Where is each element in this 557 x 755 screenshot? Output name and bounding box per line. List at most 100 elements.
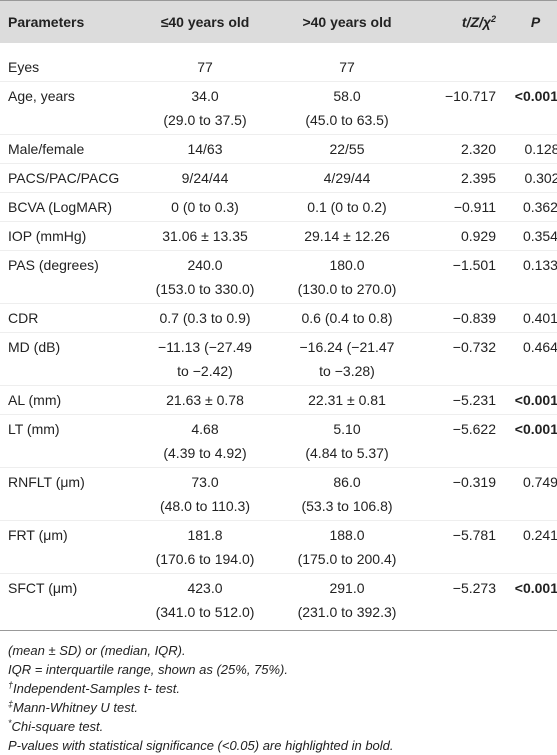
cell: 0.302* bbox=[502, 163, 557, 193]
cell: 4.68 (4.39 to 4.92) bbox=[134, 414, 276, 468]
header-cell: ≤40 years old bbox=[134, 0, 276, 43]
p-value: 0.749 bbox=[522, 474, 557, 490]
value-line: 0 (0 to 0.3) bbox=[171, 199, 239, 215]
value-line: (341.0 to 512.0) bbox=[155, 604, 255, 620]
footnote-text: Independent-Samples t- test. bbox=[13, 681, 180, 696]
cell: <0.001† bbox=[502, 385, 557, 415]
statistic: −0.911 bbox=[453, 199, 496, 215]
cell: −0.911 bbox=[418, 192, 502, 222]
footnote: (mean ± SD) or (median, IQR). bbox=[8, 641, 549, 660]
parameter: Male/female bbox=[8, 141, 85, 157]
header-sup: 2 bbox=[490, 14, 496, 24]
cell: 73.0 (48.0 to 110.3) bbox=[134, 467, 276, 521]
cell: −5.273 bbox=[418, 573, 502, 631]
value-line: 31.06 ± 13.35 bbox=[162, 228, 248, 244]
statistic: −5.622 bbox=[452, 421, 496, 437]
value-line: (153.0 to 330.0) bbox=[155, 281, 255, 297]
cell: 58.0 (45.0 to 63.5) bbox=[276, 81, 418, 135]
table-row: BCVA (LogMAR) 0 (0 to 0.3) 0.1 (0 to 0.2) −… bbox=[0, 192, 557, 222]
cell: −11.13 (−27.49 to −2.42) bbox=[134, 332, 276, 386]
table-body: Eyes 77 77 Age, years 34.0 (29.0 to 37.5) 58.0… bbox=[0, 43, 557, 631]
value-line: −11.13 (−27.49 bbox=[158, 339, 252, 355]
cell bbox=[502, 43, 557, 82]
cell: 2.395 bbox=[418, 163, 502, 193]
parameter: AL (mm) bbox=[8, 392, 62, 408]
parameter: PACS/PAC/PACG bbox=[8, 170, 120, 186]
value-line: 181.8 bbox=[187, 527, 223, 543]
cell: −5.231 bbox=[418, 385, 502, 415]
value-line: (4.84 to 5.37) bbox=[305, 445, 389, 461]
p-value: <0.001 bbox=[514, 580, 557, 596]
value-line: (4.39 to 4.92) bbox=[163, 445, 247, 461]
value-line: (45.0 to 63.5) bbox=[305, 112, 389, 128]
cell: 14/63 bbox=[134, 134, 276, 164]
cell: 86.0 (53.3 to 106.8) bbox=[276, 467, 418, 521]
results-table: Parameters ≤40 years old >40 years old t… bbox=[0, 0, 557, 631]
value-line: 77 bbox=[197, 59, 213, 75]
cell: 4/29/44 bbox=[276, 163, 418, 193]
cell: BCVA (LogMAR) bbox=[0, 192, 134, 222]
p-value: 0.302 bbox=[524, 170, 557, 186]
parameter: SFCT (μm) bbox=[8, 580, 78, 596]
cell: 0.7 (0.3 to 0.9) bbox=[134, 303, 276, 333]
parameter: Age, years bbox=[8, 88, 75, 104]
header-cell: Parameters bbox=[0, 0, 134, 43]
footnote: †Independent-Samples t- test. bbox=[8, 679, 549, 698]
value-line: 73.0 bbox=[191, 474, 219, 490]
header-row: Parameters ≤40 years old >40 years old t… bbox=[0, 0, 557, 43]
cell: 21.63 ± 0.78 bbox=[134, 385, 276, 415]
header-text: >40 years old bbox=[302, 14, 392, 30]
value-line: (29.0 to 37.5) bbox=[163, 112, 247, 128]
cell: 5.10 (4.84 to 5.37) bbox=[276, 414, 418, 468]
value-line: 77 bbox=[339, 59, 355, 75]
footnote-text: P-values with statistical significance (… bbox=[8, 738, 394, 753]
table-row: SFCT (μm) 423.0 (341.0 to 512.0) 291.0 (231.… bbox=[0, 573, 557, 631]
cell: 2.320 bbox=[418, 134, 502, 164]
parameter: IOP (mmHg) bbox=[8, 228, 87, 244]
cell: FRT (μm) bbox=[0, 520, 134, 574]
p-value: 0.128 bbox=[524, 141, 557, 157]
parameter: BCVA (LogMAR) bbox=[8, 199, 112, 215]
footnote: IQR = interquartile range, shown as (25%… bbox=[8, 660, 549, 679]
cell: 0.354† bbox=[502, 221, 557, 251]
cell: 77 bbox=[134, 43, 276, 82]
cell bbox=[418, 43, 502, 82]
header-text: ≤40 years old bbox=[160, 14, 250, 30]
cell: 0.1 (0 to 0.2) bbox=[276, 192, 418, 222]
cell: 22/55 bbox=[276, 134, 418, 164]
table-row: PAS (degrees) 240.0 (153.0 to 330.0) 180.0 (… bbox=[0, 250, 557, 304]
cell: 29.14 ± 12.26 bbox=[276, 221, 418, 251]
footnote: *Chi-square test. bbox=[8, 717, 549, 736]
value-line: 58.0 bbox=[333, 88, 361, 104]
cell: −10.717 bbox=[418, 81, 502, 135]
cell: <0.001‡ bbox=[502, 81, 557, 135]
header-cell: P bbox=[502, 0, 557, 43]
footnote-mark: ‡ bbox=[8, 699, 14, 709]
cell: 0.464‡ bbox=[502, 332, 557, 386]
footnote-text: IQR = interquartile range, shown as (25%… bbox=[8, 662, 289, 677]
value-line: 0.6 (0.4 to 0.8) bbox=[301, 310, 393, 326]
p-value: 0.133 bbox=[522, 257, 557, 273]
value-line: 240.0 bbox=[187, 257, 223, 273]
parameter: RNFLT (μm) bbox=[8, 474, 85, 490]
cell: 180.0 (130.0 to 270.0) bbox=[276, 250, 418, 304]
table-row: AL (mm) 21.63 ± 0.78 22.31 ± 0.81 −5.231 <0.… bbox=[0, 385, 557, 415]
table-row: MD (dB) −11.13 (−27.49 to −2.42) −16.24 (−2… bbox=[0, 332, 557, 386]
value-line: 291.0 bbox=[329, 580, 365, 596]
cell: 0.241‡ bbox=[502, 520, 557, 574]
footnotes: (mean ± SD) or (median, IQR). IQR = inter… bbox=[0, 631, 557, 755]
table-row: CDR 0.7 (0.3 to 0.9) 0.6 (0.4 to 0.8) −0.83… bbox=[0, 303, 557, 333]
table-row: Age, years 34.0 (29.0 to 37.5) 58.0 (45.0 to… bbox=[0, 81, 557, 135]
cell: RNFLT (μm) bbox=[0, 467, 134, 521]
p-value: 0.464 bbox=[522, 339, 557, 355]
value-line: (48.0 to 110.3) bbox=[159, 498, 251, 514]
cell: 0.929 bbox=[418, 221, 502, 251]
cell: −0.839 bbox=[418, 303, 502, 333]
value-line: 188.0 bbox=[329, 527, 365, 543]
cell: 0.6 (0.4 to 0.8) bbox=[276, 303, 418, 333]
value-line: (53.3 to 106.8) bbox=[301, 498, 393, 514]
statistic: −5.781 bbox=[452, 527, 496, 543]
cell: 0.362‡ bbox=[502, 192, 557, 222]
cell: −5.622 bbox=[418, 414, 502, 468]
